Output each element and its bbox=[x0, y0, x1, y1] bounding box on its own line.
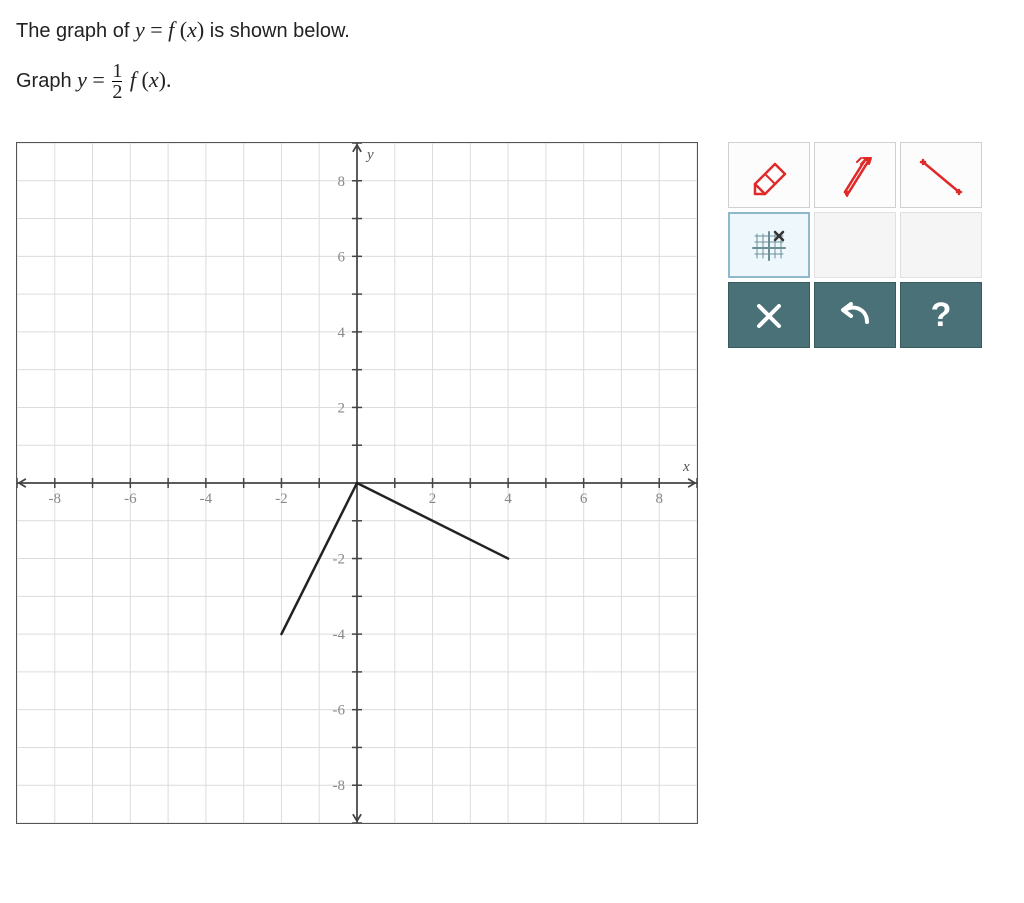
question-line-1: The graph of y = f (x) is shown below. bbox=[16, 12, 1008, 47]
svg-text:-6: -6 bbox=[124, 491, 137, 507]
svg-text:8: 8 bbox=[338, 174, 346, 190]
toolbar-blank bbox=[814, 212, 896, 278]
graph-svg: -8 -6 -4 -2 2 4 6 8 -8 -6 -4 -2 2 4 6 8 x y bbox=[17, 143, 697, 823]
fraction: 1 2 bbox=[112, 61, 122, 102]
pencil-button[interactable] bbox=[814, 142, 896, 208]
svg-text:-2: -2 bbox=[275, 491, 288, 507]
svg-text:2: 2 bbox=[338, 401, 346, 417]
svg-text:?: ? bbox=[931, 296, 952, 334]
svg-text:-6: -6 bbox=[333, 703, 346, 719]
svg-text:6: 6 bbox=[338, 250, 346, 266]
toolbar: ? bbox=[728, 142, 982, 348]
undo-button[interactable] bbox=[814, 282, 896, 348]
q1-prefix: The graph of bbox=[16, 20, 135, 42]
svg-text:8: 8 bbox=[655, 491, 663, 507]
svg-text:-8: -8 bbox=[333, 778, 346, 794]
q1-math-y: y bbox=[135, 17, 145, 42]
svg-text:y: y bbox=[365, 147, 374, 163]
svg-text:2: 2 bbox=[429, 491, 437, 507]
eraser-button[interactable] bbox=[728, 142, 810, 208]
svg-text:x: x bbox=[682, 459, 690, 475]
question-line-2: Graph y = 1 2 f (x). bbox=[16, 61, 1008, 102]
toolbar-blank bbox=[900, 212, 982, 278]
svg-text:-8: -8 bbox=[49, 491, 62, 507]
pencil-icon bbox=[827, 152, 883, 198]
q2-prefix: Graph bbox=[16, 70, 77, 92]
close-button[interactable] bbox=[728, 282, 810, 348]
help-button[interactable]: ? bbox=[900, 282, 982, 348]
svg-text:4: 4 bbox=[338, 325, 346, 341]
reset-graph-button[interactable] bbox=[728, 212, 810, 278]
question-block: The graph of y = f (x) is shown below. G… bbox=[16, 12, 1008, 102]
line-two-points-button[interactable] bbox=[900, 142, 982, 208]
undo-icon bbox=[827, 292, 883, 338]
svg-text:6: 6 bbox=[580, 491, 588, 507]
reset-graph-icon bbox=[741, 222, 797, 268]
coordinate-graph[interactable]: -8 -6 -4 -2 2 4 6 8 -8 -6 -4 -2 2 4 6 8 x y bbox=[16, 142, 698, 824]
line-two-points-icon bbox=[913, 152, 969, 198]
svg-text:4: 4 bbox=[504, 491, 512, 507]
q1-suffix: is shown below. bbox=[210, 20, 350, 42]
eraser-icon bbox=[741, 152, 797, 198]
svg-text:-2: -2 bbox=[333, 552, 346, 568]
svg-text:-4: -4 bbox=[333, 627, 346, 643]
svg-text:-4: -4 bbox=[200, 491, 213, 507]
help-icon: ? bbox=[913, 292, 969, 338]
close-icon bbox=[741, 292, 797, 338]
